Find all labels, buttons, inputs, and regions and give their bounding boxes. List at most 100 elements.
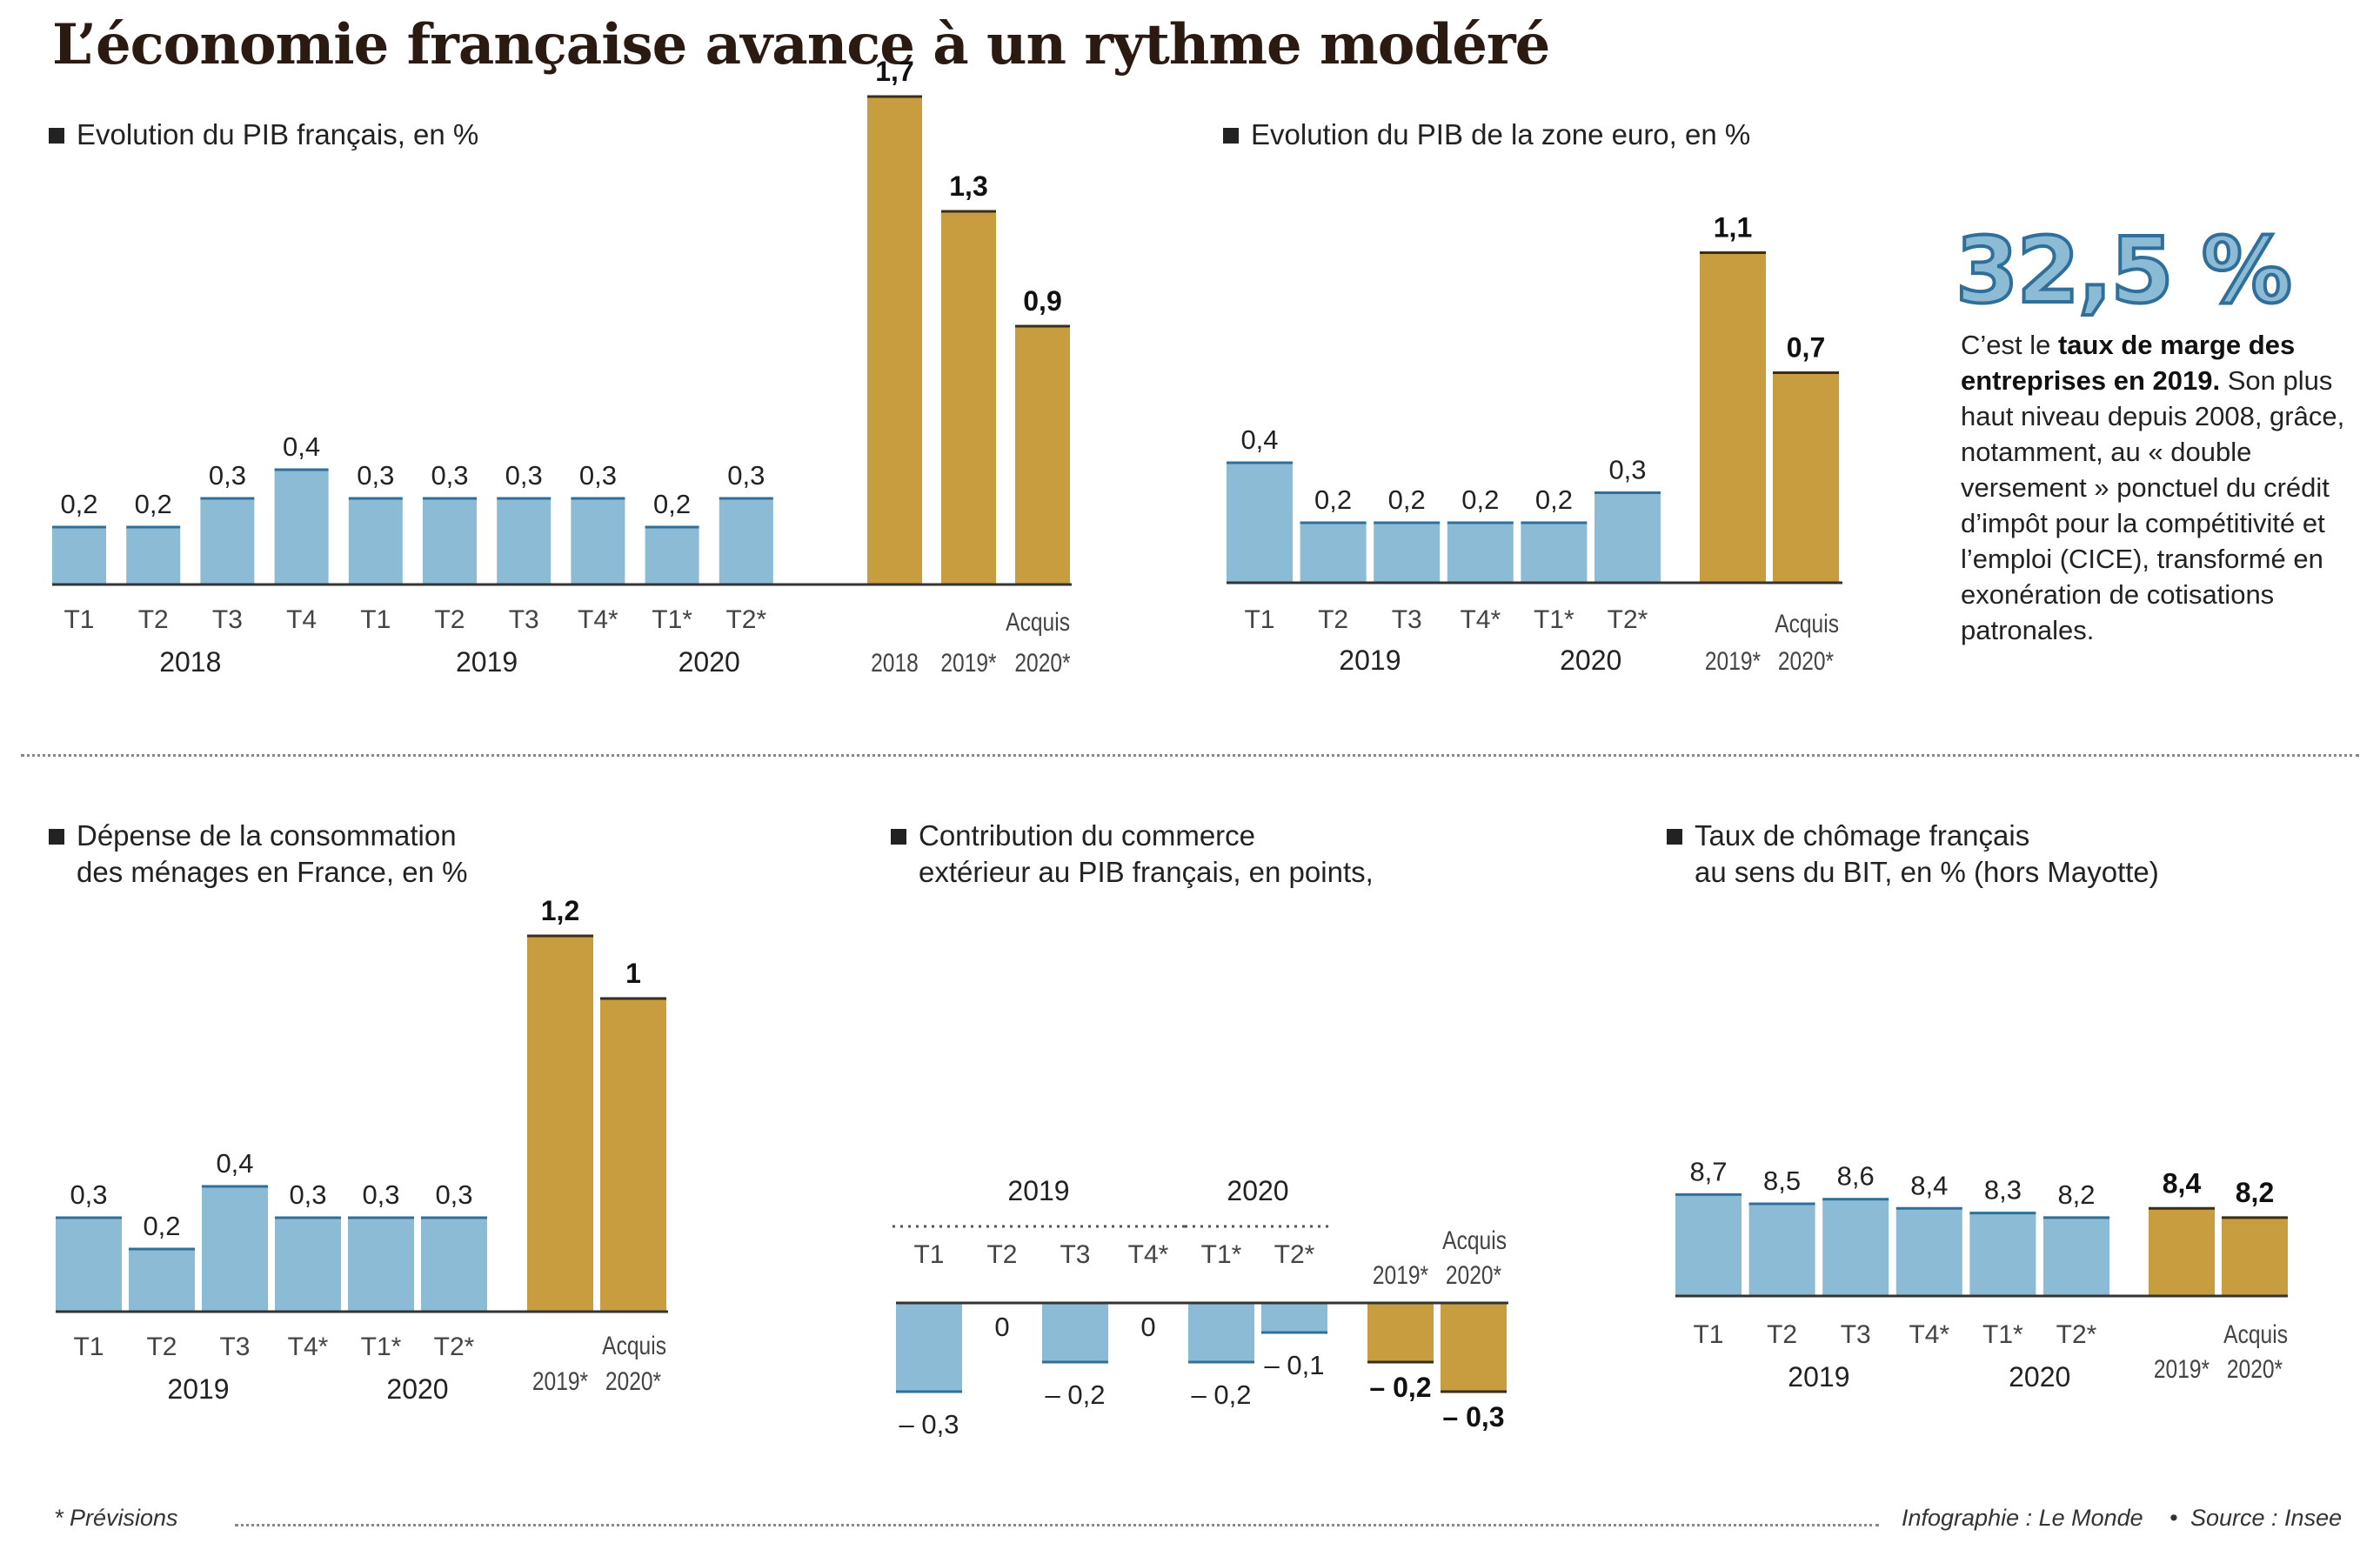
data-label: 0,2 xyxy=(653,489,691,519)
data-label-annual: 8,4 xyxy=(2163,1167,2202,1199)
tick-label: T4* xyxy=(1460,605,1501,634)
footer-note: * Prévisions xyxy=(54,1505,178,1531)
bar-quarter xyxy=(1227,463,1293,583)
tick-label: T3 xyxy=(212,605,243,634)
bar-quarter xyxy=(1261,1303,1327,1333)
year-label: 2019 xyxy=(1339,645,1401,676)
bar-annual xyxy=(1015,326,1070,584)
data-label-annual: 1,7 xyxy=(875,56,913,87)
bar-annual xyxy=(1367,1303,1434,1362)
tick-label: T4* xyxy=(578,605,618,634)
acquis-header: Acquis xyxy=(1442,1226,1507,1255)
data-label-annual: 0,9 xyxy=(1023,285,1061,317)
tick-label: T1 xyxy=(64,605,94,634)
footer-credit: Infographie : Le Monde xyxy=(1902,1505,2143,1531)
data-label: – 0,1 xyxy=(1265,1350,1325,1380)
bar-quarter xyxy=(126,527,181,584)
tick-label: T4* xyxy=(1128,1240,1169,1269)
annual-category-label: 2020* xyxy=(1778,646,1835,676)
data-label: 8,2 xyxy=(2057,1179,2095,1210)
data-label-annual: 1 xyxy=(625,958,641,989)
tick-label: T1* xyxy=(1201,1240,1242,1269)
data-label: 0,3 xyxy=(727,460,765,491)
year-label: 2020 xyxy=(679,646,740,678)
year-label: 2019 xyxy=(167,1373,229,1405)
data-label: 0,2 xyxy=(1314,484,1352,515)
year-label: 2020 xyxy=(2009,1361,2070,1393)
bar-annual xyxy=(2222,1217,2288,1296)
data-label: 0,4 xyxy=(1240,424,1278,455)
year-label: 2018 xyxy=(159,646,221,678)
annual-category-label: 2018 xyxy=(871,648,919,678)
bar-annual xyxy=(2149,1208,2215,1296)
data-label-annual: 1,2 xyxy=(541,895,579,926)
page-title: L’économie française avance à un rythme … xyxy=(52,12,1550,77)
tick-label: T2* xyxy=(1274,1240,1315,1269)
chart-title-pib-zone-euro: Evolution du PIB de la zone euro, en % xyxy=(1223,117,1750,153)
bar-quarter xyxy=(348,498,403,584)
data-label: 0,3 xyxy=(431,460,468,491)
chart-title-consommation: Dépense de la consommation des ménages e… xyxy=(49,818,467,891)
tick-label: T4* xyxy=(288,1333,329,1361)
bullet-square-icon xyxy=(49,829,64,845)
bar-quarter xyxy=(1675,1194,1742,1296)
tick-label: T2 xyxy=(1767,1320,1797,1349)
annual-category-label: 2019* xyxy=(532,1366,589,1396)
year-label: 2019 xyxy=(1007,1175,1069,1206)
bullet-square-icon xyxy=(891,829,906,845)
annual-category-label: 2020* xyxy=(2227,1354,2283,1384)
tick-label: T3 xyxy=(1060,1240,1090,1269)
tick-label: T4 xyxy=(286,605,317,634)
bullet-square-icon xyxy=(1223,128,1239,144)
tick-label: T1* xyxy=(361,1333,402,1361)
data-label-annual: – 0,3 xyxy=(1442,1401,1504,1433)
bar-quarter xyxy=(348,1218,414,1312)
bar-quarter xyxy=(274,470,329,584)
tick-label: T3 xyxy=(1392,605,1422,634)
year-label: 2019 xyxy=(456,646,518,678)
data-label: 8,5 xyxy=(1763,1166,1801,1196)
footer-bullet-icon: • xyxy=(2169,1505,2178,1531)
bar-quarter xyxy=(1521,523,1588,583)
tick-label: T1* xyxy=(1534,605,1574,634)
tick-label: T1 xyxy=(360,605,391,634)
tick-label: T3 xyxy=(1841,1320,1871,1349)
chart-title-commerce-exterieur: Contribution du commerce extérieur au PI… xyxy=(891,818,1374,891)
data-label: 0,3 xyxy=(579,460,617,491)
bar-quarter xyxy=(1188,1303,1254,1362)
tick-label: T2 xyxy=(138,605,169,634)
bar-annual xyxy=(1773,372,1839,583)
bar-quarter xyxy=(423,498,477,584)
bar-quarter xyxy=(1447,523,1514,583)
annual-category-label: 2020* xyxy=(1446,1260,1502,1290)
annual-category-label: 2019* xyxy=(940,648,997,678)
acquis-header: Acquis xyxy=(1006,607,1070,637)
acquis-header: Acquis xyxy=(602,1331,666,1360)
tick-label: T1 xyxy=(913,1240,944,1269)
tick-label: T2 xyxy=(986,1240,1017,1269)
year-label: 2019 xyxy=(1788,1361,1849,1393)
data-label: 8,3 xyxy=(1984,1175,2022,1206)
bar-quarter xyxy=(1042,1303,1108,1362)
stat-value: 32,5 % xyxy=(1954,216,2294,325)
footer-divider xyxy=(235,1524,1879,1526)
data-label: 0,2 xyxy=(1461,484,1499,515)
bar-annual xyxy=(941,211,996,584)
bar-quarter xyxy=(571,498,625,584)
bar-quarter xyxy=(200,498,255,584)
bar-annual xyxy=(1441,1303,1507,1392)
year-label: 2020 xyxy=(386,1373,448,1405)
annual-category-label: 2019* xyxy=(1373,1260,1429,1290)
tick-label: T2* xyxy=(2056,1320,2097,1349)
tick-label: T2 xyxy=(1318,605,1348,634)
data-label-annual: 8,2 xyxy=(2236,1177,2274,1208)
acquis-header: Acquis xyxy=(2223,1319,2288,1349)
bar-quarter xyxy=(1895,1208,1962,1296)
tick-label: T2 xyxy=(434,605,465,634)
bar-quarter xyxy=(202,1186,268,1312)
data-label: 8,4 xyxy=(1910,1170,1948,1200)
acquis-header: Acquis xyxy=(1775,609,1839,638)
bar-quarter xyxy=(275,1218,341,1312)
bullet-square-icon xyxy=(49,128,64,144)
